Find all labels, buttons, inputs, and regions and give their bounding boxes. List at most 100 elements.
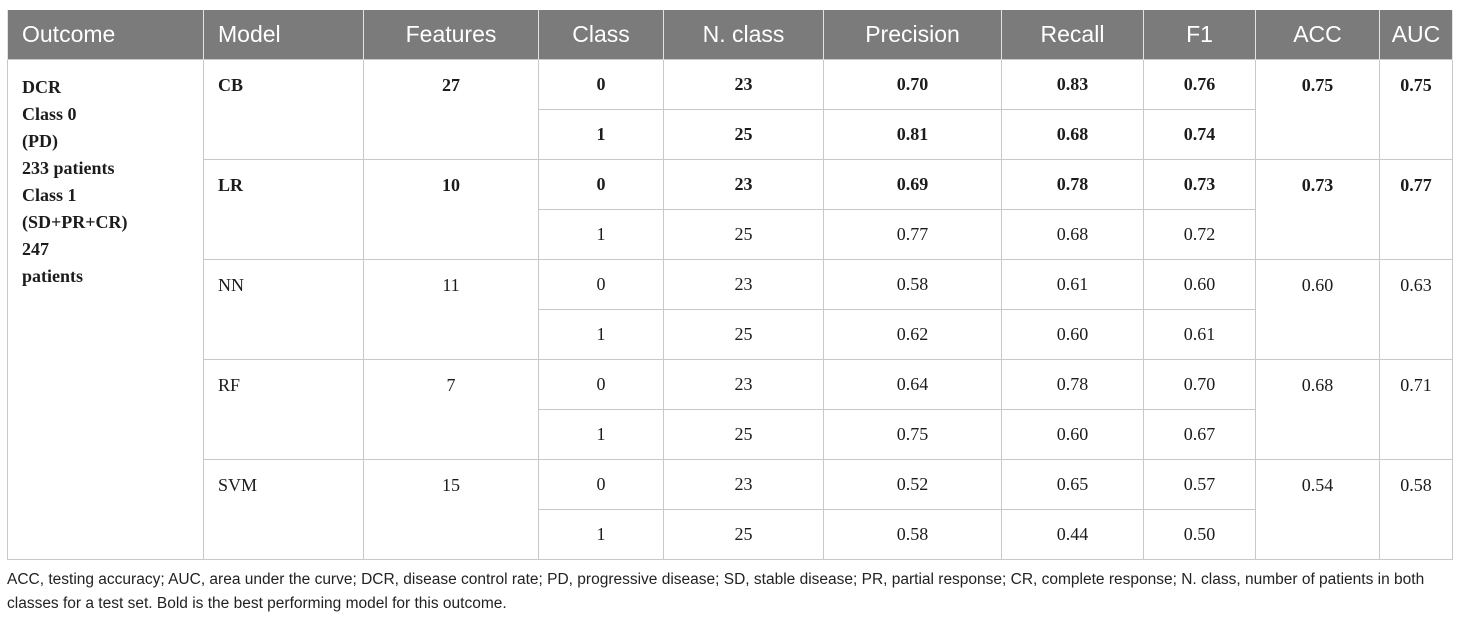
class-cell: 1 [538, 109, 664, 160]
outcome-line: 247 [22, 239, 49, 259]
outcome-line: (PD) [22, 131, 58, 151]
f1-cell: 0.50 [1143, 509, 1256, 560]
f1-cell: 0.61 [1143, 309, 1256, 360]
class-cell: 0 [538, 159, 664, 210]
precision-cell: 0.52 [823, 459, 1002, 510]
recall-cell: 0.44 [1001, 509, 1144, 560]
class-cell: 1 [538, 409, 664, 460]
table-row: DCR Class 0 (PD) 233 patients Class 1 (SD+PR+… [7, 59, 1453, 560]
recall-cell: 0.60 [1001, 309, 1144, 360]
header-auc: AUC [1379, 10, 1453, 60]
precision-cell: 0.81 [823, 109, 1002, 160]
precision-cell: 0.58 [823, 259, 1002, 310]
n-class-cell: 25 [663, 509, 824, 560]
table-row: 1 25 0.75 0.60 0.67 [8, 409, 1453, 460]
model-cell: SVM [203, 459, 364, 560]
recall-cell: 0.78 [1001, 359, 1144, 410]
table-body: DCR Class 0 (PD) 233 patients Class 1 (SD+PR+… [7, 59, 1453, 560]
table-row: 1 25 0.58 0.44 0.50 [8, 509, 1453, 560]
f1-cell: 0.70 [1143, 359, 1256, 410]
header-row: Outcome Model Features Class N. class Pr… [7, 10, 1453, 60]
n-class-cell: 23 [663, 459, 824, 510]
n-class-cell: 23 [663, 359, 824, 410]
header-model: Model [203, 10, 364, 60]
header-features: Features [363, 10, 539, 60]
n-class-cell: 25 [663, 109, 824, 160]
header-acc: ACC [1255, 10, 1380, 60]
table-footnote: ACC, testing accuracy; AUC, area under t… [7, 571, 1425, 612]
features-cell: 27 [363, 59, 539, 160]
class-cell: 0 [538, 59, 664, 110]
f1-cell: 0.73 [1143, 159, 1256, 210]
n-class-cell: 25 [663, 309, 824, 360]
f1-cell: 0.74 [1143, 109, 1256, 160]
features-cell: 11 [363, 259, 539, 360]
recall-cell: 0.68 [1001, 109, 1144, 160]
acc-cell: 0.73 [1255, 159, 1380, 260]
precision-cell: 0.70 [823, 59, 1002, 110]
model-cell: NN [203, 259, 364, 360]
acc-cell: 0.54 [1255, 459, 1380, 560]
class-cell: 1 [538, 509, 664, 560]
header-class: Class [538, 10, 664, 60]
header-recall: Recall [1001, 10, 1144, 60]
precision-cell: 0.64 [823, 359, 1002, 410]
outcome-cell: DCR Class 0 (PD) 233 patients Class 1 (SD+PR+… [7, 59, 204, 560]
auc-cell: 0.77 [1379, 159, 1453, 260]
recall-cell: 0.65 [1001, 459, 1144, 510]
table-row: LR 10 0 23 0.69 0.78 0.73 0.73 0.77 [8, 159, 1453, 260]
table-row: 1 25 0.62 0.60 0.61 [8, 309, 1453, 360]
auc-cell: 0.71 [1379, 359, 1453, 460]
precision-cell: 0.58 [823, 509, 1002, 560]
f1-cell: 0.76 [1143, 59, 1256, 110]
features-cell: 15 [363, 459, 539, 560]
table-row: SVM 15 0 23 0.52 0.65 0.57 0.54 0.58 [8, 459, 1453, 560]
auc-cell: 0.75 [1379, 59, 1453, 160]
precision-cell: 0.75 [823, 409, 1002, 460]
auc-cell: 0.63 [1379, 259, 1453, 360]
model-cell: RF [203, 359, 364, 460]
recall-cell: 0.68 [1001, 209, 1144, 260]
f1-cell: 0.67 [1143, 409, 1256, 460]
outcome-line: 233 patients [22, 158, 115, 178]
f1-cell: 0.57 [1143, 459, 1256, 510]
table-row: 1 25 0.77 0.68 0.72 [8, 209, 1453, 260]
n-class-cell: 23 [663, 259, 824, 310]
table-row: NN 11 0 23 0.58 0.61 0.60 0.60 0.63 [8, 259, 1453, 360]
precision-cell: 0.69 [823, 159, 1002, 210]
results-table: Outcome Model Features Class N. class Pr… [7, 10, 1453, 560]
class-cell: 1 [538, 309, 664, 360]
class-cell: 0 [538, 459, 664, 510]
outcome-line: DCR [22, 77, 61, 97]
table-row: 1 25 0.81 0.68 0.74 [8, 109, 1453, 160]
precision-cell: 0.77 [823, 209, 1002, 260]
table-row: RF 7 0 23 0.64 0.78 0.70 0.68 0.71 [8, 359, 1453, 460]
outcome-line: Class 0 [22, 104, 77, 124]
header-n-class: N. class [663, 10, 824, 60]
features-cell: 10 [363, 159, 539, 260]
precision-cell: 0.62 [823, 309, 1002, 360]
acc-cell: 0.75 [1255, 59, 1380, 160]
class-cell: 1 [538, 209, 664, 260]
n-class-cell: 25 [663, 409, 824, 460]
recall-cell: 0.83 [1001, 59, 1144, 110]
n-class-cell: 25 [663, 209, 824, 260]
n-class-cell: 23 [663, 159, 824, 210]
f1-cell: 0.72 [1143, 209, 1256, 260]
class-cell: 0 [538, 259, 664, 310]
class-cell: 0 [538, 359, 664, 410]
features-cell: 7 [363, 359, 539, 460]
outcome-line: patients [22, 266, 84, 286]
model-cell: CB [203, 59, 364, 160]
acc-cell: 0.60 [1255, 259, 1380, 360]
outcome-line: (SD+PR+CR) [22, 212, 128, 232]
header-precision: Precision [823, 10, 1002, 60]
outcome-line: Class 1 [22, 185, 77, 205]
results-table-container: Outcome Model Features Class N. class Pr… [7, 10, 1453, 560]
recall-cell: 0.61 [1001, 259, 1144, 310]
auc-cell: 0.58 [1379, 459, 1453, 560]
f1-cell: 0.60 [1143, 259, 1256, 310]
acc-cell: 0.68 [1255, 359, 1380, 460]
header-f1: F1 [1143, 10, 1256, 60]
n-class-cell: 23 [663, 59, 824, 110]
